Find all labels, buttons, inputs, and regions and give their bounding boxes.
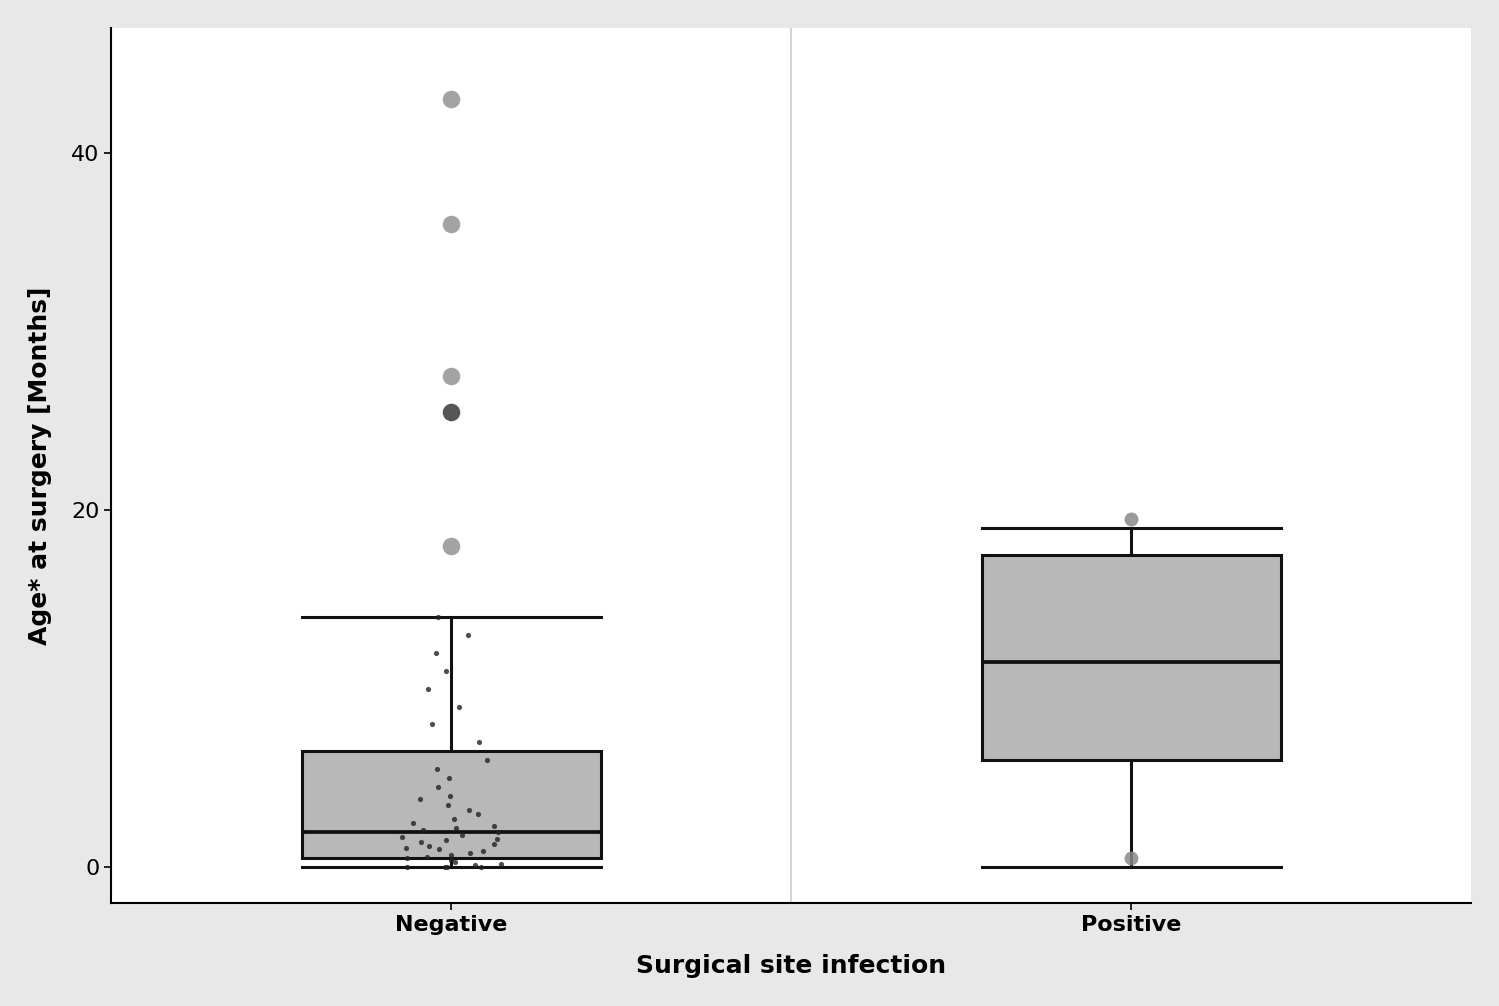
Point bbox=[435, 663, 459, 679]
X-axis label: Surgical site infection: Surgical site infection bbox=[636, 955, 946, 978]
Point bbox=[411, 822, 435, 838]
Point bbox=[415, 681, 439, 697]
Point bbox=[417, 838, 441, 854]
Point bbox=[447, 698, 471, 714]
Point bbox=[450, 827, 474, 843]
Point bbox=[475, 752, 499, 769]
Point bbox=[439, 368, 463, 384]
FancyBboxPatch shape bbox=[982, 554, 1280, 761]
Point bbox=[444, 854, 468, 870]
Point bbox=[408, 792, 432, 808]
Point bbox=[427, 841, 451, 857]
Point bbox=[468, 734, 492, 750]
Point bbox=[442, 811, 466, 827]
Point bbox=[415, 848, 439, 864]
Point bbox=[483, 818, 507, 834]
Point bbox=[396, 859, 420, 875]
Point bbox=[439, 537, 463, 553]
Point bbox=[1120, 511, 1144, 527]
FancyBboxPatch shape bbox=[301, 751, 601, 858]
Point bbox=[456, 627, 480, 643]
Point bbox=[426, 610, 450, 626]
Point bbox=[439, 92, 463, 108]
Point bbox=[466, 806, 490, 822]
Point bbox=[487, 824, 511, 840]
Point bbox=[483, 836, 507, 852]
Point bbox=[489, 856, 513, 872]
Y-axis label: Age* at surgery [Months]: Age* at surgery [Months] bbox=[28, 286, 52, 645]
Point bbox=[436, 797, 460, 813]
Point bbox=[439, 852, 463, 868]
Point bbox=[438, 788, 462, 804]
Point bbox=[463, 857, 487, 873]
Point bbox=[390, 829, 414, 845]
Point bbox=[444, 820, 468, 836]
Point bbox=[400, 815, 424, 831]
Point bbox=[469, 859, 493, 875]
Point bbox=[426, 779, 450, 795]
Point bbox=[484, 831, 508, 847]
Point bbox=[435, 859, 459, 875]
Point bbox=[439, 216, 463, 232]
Point bbox=[420, 716, 444, 732]
Point bbox=[435, 832, 459, 848]
Point bbox=[426, 761, 450, 777]
Point bbox=[459, 845, 483, 861]
Point bbox=[471, 843, 495, 859]
Point bbox=[439, 847, 463, 863]
Point bbox=[394, 840, 418, 856]
Point bbox=[1120, 850, 1144, 866]
Point bbox=[438, 770, 462, 786]
Point bbox=[424, 645, 448, 661]
Point bbox=[433, 859, 457, 875]
Point bbox=[457, 802, 481, 818]
Point bbox=[439, 403, 463, 420]
Point bbox=[394, 850, 418, 866]
Point bbox=[409, 834, 433, 850]
